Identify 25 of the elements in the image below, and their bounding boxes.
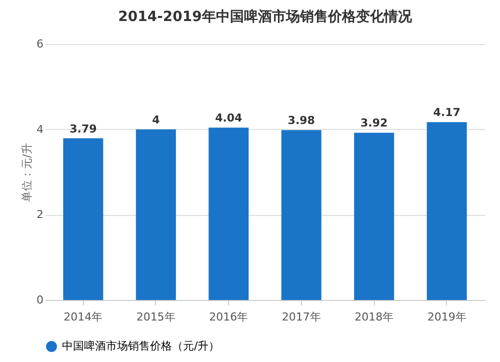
bar [354,132,394,300]
x-tick-label: 2017年 [282,310,321,324]
y-tick-label: 0 [36,294,44,306]
data-label: 4 [152,113,160,126]
bar [281,130,322,300]
x-tick-label: 2014年 [64,310,103,324]
data-label: 4.04 [215,112,243,125]
data-label: 3.79 [70,122,97,136]
data-label: 3.92 [360,116,388,130]
x-tick-label: 2018年 [354,310,394,324]
x-tick-label: 2015年 [136,310,176,324]
data-label: 4.17 [433,106,460,120]
x-tick-label: 2019年 [427,310,466,324]
y-tick-label: 6 [36,38,44,50]
y-tick-label: 2 [36,208,44,222]
x-tick-label: 2016年 [209,310,248,324]
legend-label: 中国啤酒市场销售价格（元/升） [62,340,220,352]
y-axis-title: 单位：元/升 [20,143,34,202]
bar [208,128,249,300]
bar [426,122,467,300]
bar [63,138,104,300]
chart-title: 2014-2019年中国啤酒市场销售价格变化情况 [118,8,413,25]
bar [136,129,176,300]
data-label: 3.98 [288,114,315,128]
y-tick-label: 4 [36,122,44,136]
